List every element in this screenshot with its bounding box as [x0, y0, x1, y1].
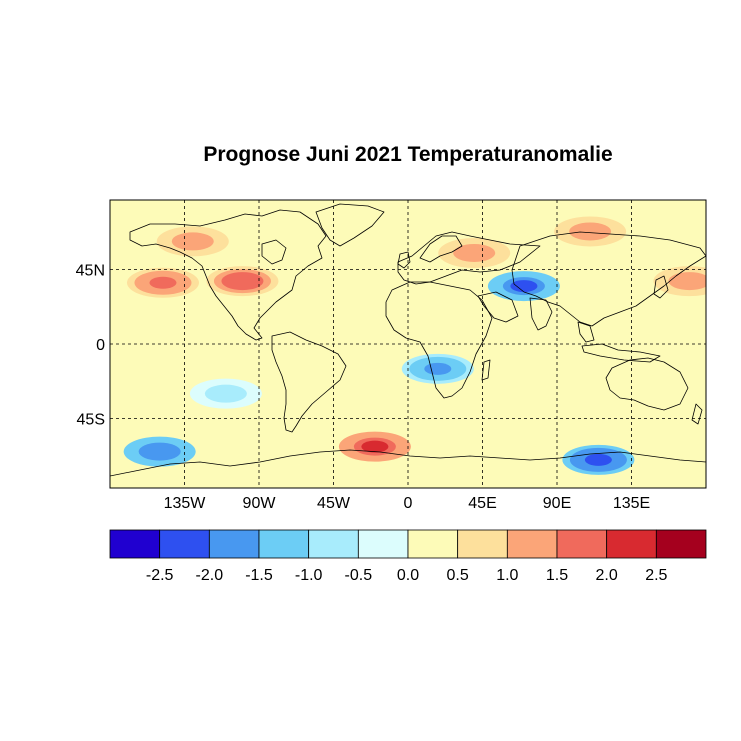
- coast-greenland: [315, 203, 385, 247]
- coast-scandinavia: [419, 235, 463, 263]
- colorbar-swatch: [556, 529, 608, 559]
- anomaly-north-pacific-east: [126, 267, 199, 298]
- anomaly-cell: [584, 453, 612, 466]
- coast-africa: [385, 281, 493, 399]
- map-area: [110, 200, 706, 488]
- colorbar-swatch: [506, 529, 558, 559]
- anomaly-indian-ocean: [496, 353, 569, 384]
- lon-tick-label: 45W: [317, 495, 351, 512]
- lat-tick-label: 45N: [76, 263, 105, 280]
- colorbar-tick-label: 0.5: [447, 567, 469, 584]
- map-frame: [109, 199, 707, 489]
- colorbar-tick-label: -0.5: [345, 567, 373, 584]
- lat-tick-label: 45S: [77, 411, 105, 428]
- colorbar-tick-label: -2.5: [146, 567, 174, 584]
- colorbar-swatch: [159, 529, 210, 559]
- coast-uk: [397, 251, 411, 269]
- lat-tick-label: 0: [96, 337, 105, 354]
- colorbar-swatch: [357, 529, 409, 559]
- colorbar-swatch: [655, 529, 707, 559]
- anomaly-cell: [149, 276, 177, 289]
- anomaly-cell: [146, 445, 174, 458]
- coast-new-zealand: [691, 403, 703, 425]
- lon-labels: 135W 90W 45W 0 45E 90E 135E: [164, 495, 651, 512]
- coast-south-america: [271, 331, 347, 433]
- colorbar-labels: -2.5 -2.0 -1.5 -1.0 -0.5 0.0 0.5 1.0 1.5 2.0 2.5: [146, 567, 668, 584]
- coast-antarctica: [110, 449, 706, 477]
- coast-asia: [511, 231, 706, 327]
- colorbar-swatch: [109, 529, 161, 559]
- lon-tick-label: 90E: [543, 495, 571, 512]
- anomaly-southern-ocean-atlantic: [338, 431, 411, 462]
- anomaly-southern-africa: [401, 353, 474, 384]
- lon-tick-label: 135E: [613, 495, 650, 512]
- anomaly-cell: [576, 225, 604, 238]
- anomaly-cell: [228, 275, 256, 288]
- anomaly-alaska: [156, 226, 229, 257]
- colorbar-tick-label: 1.0: [496, 567, 518, 584]
- anomaly-cell: [212, 387, 240, 400]
- coastlines: [110, 203, 706, 477]
- colorbar-swatch: [258, 529, 310, 559]
- anomaly-southern-ocean-indian: [562, 444, 635, 475]
- anomaly-siberia: [554, 216, 627, 247]
- coast-india: [529, 297, 553, 331]
- colorbar-tick-label: 2.5: [645, 567, 667, 584]
- coast-north-america: [129, 209, 327, 341]
- coast-australia: [605, 357, 689, 411]
- anomaly-cell: [510, 280, 538, 293]
- anomaly-north-pacific-west: [653, 266, 706, 297]
- anomaly-cell: [361, 440, 389, 453]
- coast-arabia: [477, 291, 519, 323]
- coast-japan: [653, 275, 669, 299]
- coast-europe: [397, 231, 541, 285]
- colorbar-tick-label: -1.5: [245, 567, 273, 584]
- colorbar: [109, 529, 707, 559]
- coast-hudson-bay: [261, 239, 287, 265]
- colorbar-swatch: [407, 529, 459, 559]
- anomaly-cell: [424, 362, 452, 375]
- lat-labels: 45N 0 45S: [76, 263, 105, 429]
- lon-tick-label: 90W: [243, 495, 277, 512]
- map-title: Prognose Juni 2021 Temperaturanomalie: [203, 143, 613, 166]
- anomaly-southern-ocean-pacific: [123, 436, 196, 467]
- colorbar-tick-label: 1.5: [546, 567, 568, 584]
- colorbar-swatch: [308, 529, 359, 559]
- lon-tick-label: 135W: [164, 495, 207, 512]
- anomaly-central-asia: [487, 271, 560, 302]
- coast-indonesia: [581, 343, 661, 363]
- lon-tick-label: 45E: [468, 495, 496, 512]
- anomaly-south-pacific: [189, 378, 262, 409]
- colorbar-swatch: [606, 529, 657, 559]
- colorbar-swatch: [208, 529, 260, 559]
- coast-se-asia: [577, 321, 595, 343]
- anomaly-cell: [675, 275, 703, 288]
- grid-lines: [110, 200, 706, 488]
- colorbar-tick-label: -1.0: [295, 567, 323, 584]
- anomaly-layer: [123, 216, 706, 475]
- anomaly-cell: [460, 246, 488, 259]
- colorbar-tick-label: 2.0: [596, 567, 618, 584]
- colorbar-tick-label: -2.0: [196, 567, 224, 584]
- anomaly-us-west: [206, 266, 279, 297]
- colorbar-tick-label: 0.0: [397, 567, 419, 584]
- anomaly-cell: [518, 362, 546, 375]
- anomaly-cell: [179, 235, 207, 248]
- lon-tick-label: 0: [404, 495, 413, 512]
- colorbar-swatch: [457, 529, 508, 559]
